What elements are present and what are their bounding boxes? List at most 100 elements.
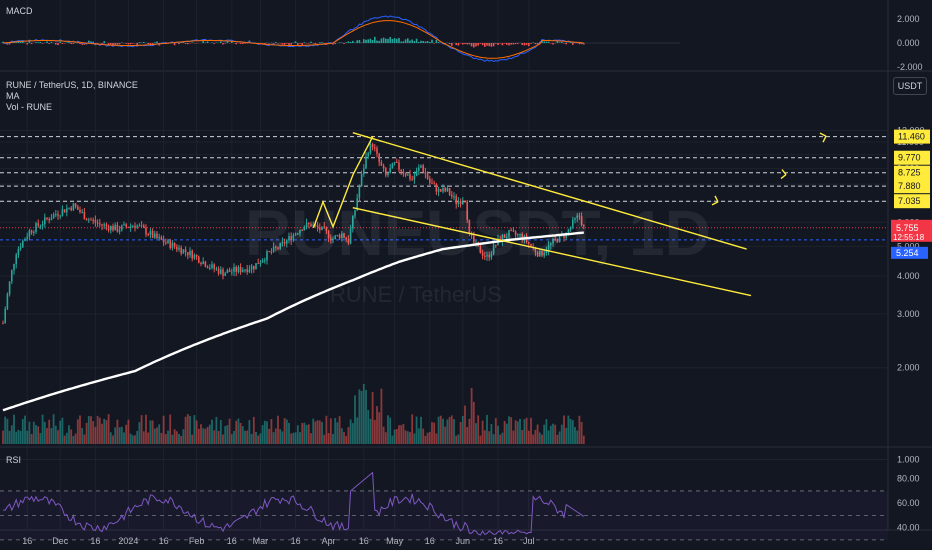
- ma-indicator-label[interactable]: MA: [6, 91, 20, 101]
- candle-body: [371, 144, 374, 148]
- macd-histogram-bar: [433, 43, 435, 44]
- macd-histogram-bar: [321, 42, 323, 43]
- candle-body: [407, 174, 409, 176]
- price-level-label: 11.460: [898, 132, 925, 142]
- macd-histogram-bar: [358, 40, 361, 43]
- macd-histogram-bar: [125, 43, 127, 44]
- candle-body: [72, 203, 75, 211]
- candle-body: [297, 233, 299, 235]
- volume-indicator-label[interactable]: Vol - RUNE: [6, 102, 53, 112]
- rsi-label[interactable]: RSI: [6, 455, 22, 465]
- candle-body: [398, 162, 400, 170]
- support-price-label: 5.254: [896, 248, 919, 258]
- candle-body: [442, 188, 444, 192]
- volume-bar: [310, 433, 312, 444]
- currency-button[interactable]: USDT: [893, 77, 927, 95]
- macd-histogram-bar: [286, 43, 288, 44]
- volume-bar: [446, 419, 449, 444]
- candle-body: [140, 225, 143, 227]
- macd-histogram-bar: [536, 43, 539, 45]
- volume-bar: [448, 416, 451, 444]
- macd-histogram-bar: [303, 42, 306, 43]
- candle-body: [400, 169, 402, 172]
- macd-histogram-bar: [279, 43, 281, 44]
- volume-bar: [406, 431, 409, 444]
- candle-body: [572, 219, 574, 227]
- candle-body: [435, 184, 438, 192]
- volume-bar: [98, 417, 101, 444]
- macd-histogram-bar: [451, 43, 453, 46]
- volume-bar: [422, 428, 425, 444]
- macd-histogram-bar: [8, 43, 11, 45]
- candle-body: [512, 230, 515, 232]
- candle-body: [176, 246, 178, 250]
- macd-histogram-bar: [294, 41, 297, 43]
- candle-body: [374, 147, 376, 149]
- macd-label[interactable]: MACD: [6, 6, 33, 16]
- volume-bar: [48, 419, 51, 444]
- macd-histogram-bar: [550, 43, 552, 44]
- macd-histogram-bar: [479, 43, 482, 44]
- macd-histogram-bar: [28, 41, 31, 43]
- volume-bar: [222, 434, 224, 444]
- candle-body: [547, 244, 550, 251]
- volume-bar: [145, 414, 147, 444]
- macd-histogram-bar: [437, 41, 440, 43]
- candle-body: [4, 308, 6, 324]
- candle-body: [503, 234, 506, 238]
- macd-histogram-bar: [19, 41, 22, 43]
- candle-body: [248, 269, 251, 272]
- macd-histogram-bar: [517, 43, 519, 44]
- volume-bar: [180, 435, 183, 444]
- macd-histogram-bar: [418, 42, 420, 43]
- volume-bar: [424, 435, 427, 444]
- volume-bar: [338, 416, 341, 444]
- volume-bar: [514, 420, 517, 444]
- volume-bar: [63, 435, 66, 444]
- volume-bar: [233, 430, 235, 444]
- volume-bar: [76, 419, 79, 444]
- volume-bar: [230, 434, 233, 444]
- macd-histogram-bar: [431, 39, 433, 43]
- macd-histogram-bar: [457, 43, 460, 46]
- symbol-title[interactable]: RUNE / TetherUS, 1D, BINANCE: [6, 80, 138, 90]
- candle-body: [268, 251, 270, 253]
- macd-histogram-bar: [514, 43, 517, 45]
- macd-tick-label: -2.000: [897, 62, 923, 72]
- volume-bar: [283, 418, 286, 444]
- volume-bar: [417, 428, 420, 444]
- candle-body: [184, 249, 187, 253]
- volume-bar: [140, 415, 143, 444]
- volume-bar: [481, 420, 484, 444]
- macd-histogram-bar: [363, 39, 365, 43]
- volume-bar: [136, 430, 139, 444]
- macd-histogram-bar: [57, 43, 59, 46]
- volume-bar: [365, 389, 367, 444]
- volume-bar: [138, 422, 141, 444]
- macd-histogram-bar: [110, 43, 112, 45]
- volume-bar: [384, 432, 387, 444]
- volume-bar: [149, 420, 152, 444]
- volume-bar: [167, 430, 169, 444]
- current-price-label: 5.755: [896, 223, 919, 233]
- macd-histogram-bar: [413, 41, 416, 43]
- candle-body: [213, 264, 215, 269]
- volume-bar: [420, 416, 422, 444]
- candle-body: [545, 250, 548, 253]
- candle-body: [330, 238, 332, 240]
- candle-body: [15, 254, 17, 264]
- macd-histogram-bar: [347, 41, 350, 43]
- volume-bar: [46, 428, 48, 444]
- volume-bar: [404, 430, 407, 444]
- volume-bar: [450, 415, 453, 444]
- macd-histogram-bar: [55, 43, 57, 45]
- candle-body: [534, 247, 537, 253]
- candle-body: [50, 218, 53, 221]
- macd-histogram-bar: [393, 38, 396, 43]
- candle-body: [508, 230, 510, 237]
- candle-body: [209, 267, 211, 269]
- volume-bar: [160, 432, 163, 444]
- macd-histogram-bar: [484, 43, 486, 47]
- macd-histogram-bar: [92, 41, 94, 43]
